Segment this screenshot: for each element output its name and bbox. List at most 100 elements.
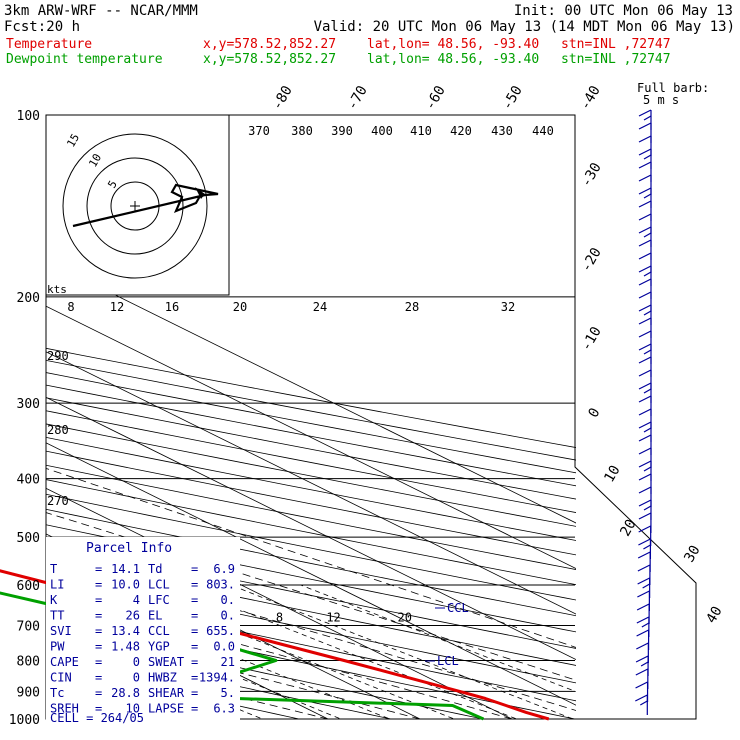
wind-barb-flag [638, 135, 652, 143]
hodograph-ring-3 [62, 133, 208, 279]
wind-barb-flag [638, 174, 652, 182]
parcel-key-sweat: SWEAT [148, 655, 184, 669]
parcel-key-td: Td [148, 562, 162, 576]
dry-adiabat-460 [46, 359, 576, 461]
wind-barb-flag [638, 512, 652, 520]
wind-barb-column [635, 109, 652, 715]
parcel-eq: = [95, 655, 102, 669]
wind-barb-half [643, 310, 652, 316]
parcel-eq: = [191, 562, 198, 576]
parcel-row-pw: PW = 1.48 YGP = 0.0 [50, 640, 235, 654]
parcel-key-cin: CIN [50, 671, 72, 685]
wind-barb-flag [638, 356, 652, 364]
wind-barb-flag [638, 369, 652, 377]
isotherm-label-30: 30 [681, 543, 703, 566]
parcel-key-lcl: LCL [148, 578, 170, 592]
parcel-row-k: K = 4 LFC = 0. [50, 593, 235, 607]
parcel-key-el: EL [148, 609, 162, 623]
wind-barb-flag [638, 213, 652, 221]
wind-barb-half [643, 115, 652, 121]
parcel-row-tt: TT = 26 EL = 0. [50, 609, 235, 623]
parcel-value-lcl: 803. [206, 578, 235, 592]
wind-barb-flag [638, 278, 652, 286]
parcel-key-tt: TT [50, 609, 64, 623]
wind-barb-flag [638, 226, 652, 234]
pressure-label-800: 800 [17, 654, 40, 669]
dry-adiabat-270 [46, 643, 393, 719]
mixing-ratio-line-5 [118, 584, 456, 719]
wind-barb-half [643, 271, 652, 277]
parcel-row-svi: SVI = 13.4 CCL = 655. [50, 624, 235, 638]
dry-adiabat-290 [46, 607, 576, 719]
isotherm-10 [46, 487, 513, 719]
wind-barb-flag [638, 161, 652, 169]
parcel-value-pw: 1.48 [111, 640, 140, 654]
theta-label-280: 280 [47, 423, 69, 437]
init-time: Init: 00 UTC Mon 06 May 13 [514, 3, 733, 19]
wind-barb-half [643, 154, 652, 160]
mixing-ratio-line-8 [177, 584, 518, 719]
parcel-eq: = [95, 578, 102, 592]
parcel-key-lapse: LAPSE [148, 702, 184, 716]
wind-barb-flag [637, 551, 651, 559]
wind-barb-half [641, 622, 650, 628]
wind-barb-flag [638, 434, 652, 442]
wind-barb-flag [638, 343, 652, 351]
legend-dewpoint-latlon: lat,lon= 48.56, -93.40 [367, 52, 539, 67]
parcel-row-li: LI = 10.0 LCL = 803. [50, 578, 235, 592]
parcel-eq: = [191, 578, 198, 592]
legend-dewpoint-station: stn=INL ,72747 [561, 52, 671, 67]
isotherm-40 [46, 351, 576, 615]
wind-barb-flag [638, 473, 652, 481]
legend-dewpoint-name: Dewpoint temperature [6, 52, 163, 67]
wind-barb-half [643, 388, 652, 394]
theta-label-290: 290 [47, 349, 69, 363]
parcel-value-lapse: 6.3 [213, 702, 235, 716]
wind-barb-flag [638, 265, 652, 273]
hodograph-trace [72, 183, 219, 228]
wind-barb-half [643, 232, 652, 238]
wind-barb-flag [635, 694, 648, 702]
parcel-eq: = [95, 609, 102, 623]
dry-adiabat-370 [46, 479, 576, 586]
wind-barb-flag [638, 122, 652, 130]
theta-label-430: 430 [491, 124, 513, 138]
wind-barb-half [643, 349, 652, 355]
pressure-label-600: 600 [17, 579, 40, 594]
theta-label-370: 370 [248, 124, 270, 138]
wind-barb-flag [638, 486, 652, 494]
isotherm-label-40: 40 [703, 604, 725, 627]
forecast-label: Fcst: [4, 19, 46, 35]
parcel-eq: = [95, 562, 102, 576]
dry-adiabat-470 [46, 347, 576, 448]
mixing-ratio-line-12 [230, 584, 575, 719]
parcel-value-hwbz: 1394. [199, 671, 235, 685]
wind-barb-flag [638, 317, 652, 325]
parcel-value-sreh: 10 [126, 702, 140, 716]
wind-barb-flag [638, 200, 652, 208]
parcel-eq: = [191, 624, 198, 638]
hodograph-axis-tick-8: 8 [67, 300, 74, 314]
profile-temperature [0, 569, 550, 721]
pressure-label-300: 300 [17, 397, 40, 412]
pressure-label-1000: 1000 [9, 713, 40, 728]
wind-barb-flag [638, 499, 652, 507]
parcel-row-t: T = 14.1 Td = 6.9 [50, 562, 235, 576]
wind-barb-half [643, 427, 652, 433]
wind-barb-flag [635, 655, 649, 663]
pressure-label-900: 900 [17, 685, 40, 700]
parcel-value-shear: 5. [221, 686, 235, 700]
wind-barb-flag [638, 395, 652, 403]
parcel-row-cin: CIN = 0 HWBZ = 1394. [50, 671, 235, 685]
wind-barb [635, 694, 648, 715]
wind-barb-half [640, 661, 649, 667]
valid-time: Valid: 20 UTC Mon 06 May 13 (14 MDT Mon … [314, 19, 735, 35]
hodograph-axis-tick-20: 20 [233, 300, 247, 314]
parcel-eq: = [95, 640, 102, 654]
parcel-info-panel: Parcel Info T = 14.1 Td = 6.9LI = 10.0 LCL = 803.K… [46, 537, 240, 727]
wind-barb-flag [638, 148, 652, 156]
hodograph-axis-tick-32: 32 [501, 300, 515, 314]
wind-barb-flag [637, 564, 651, 572]
parcel-info-rows: T = 14.1 Td = 6.9 LI = 10.0 LCL = 803. K = 4 LFC = 0. TT = 2… [50, 562, 235, 716]
